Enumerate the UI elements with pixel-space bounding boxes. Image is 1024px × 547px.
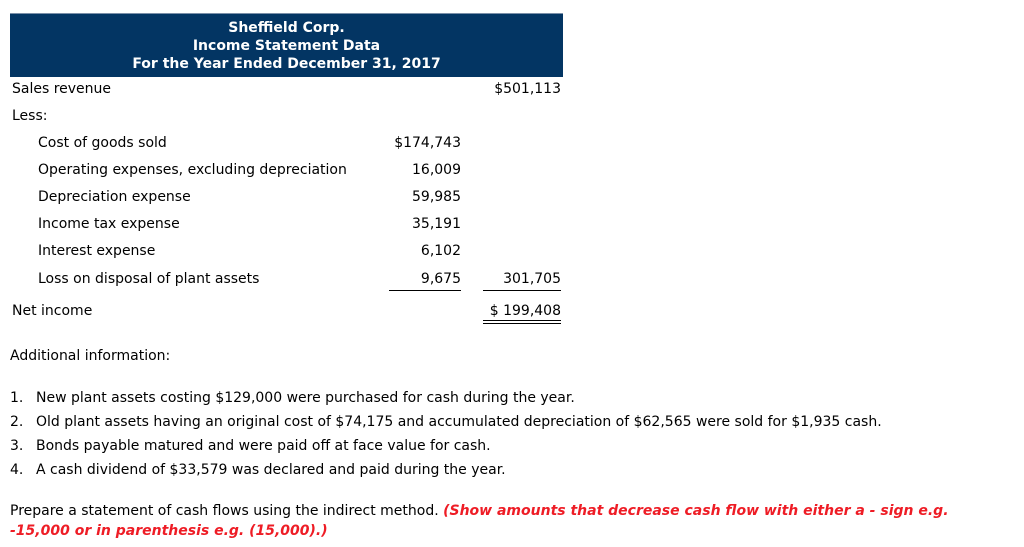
item-text: A cash dividend of $33,579 was declared … [36,462,506,478]
list-item: 1. New plant assets costing $129,000 were… [10,386,882,410]
row-amount: $174,743 [394,135,461,151]
net-income-row: Net income $ 199,408 [10,301,563,321]
expense-row: Depreciation expense 59,985 [10,187,563,207]
statement-header: Sheffield Corp. Income Statement Data Fo… [10,13,563,77]
subtotal-underline [389,290,461,291]
item-number: 2. [10,414,24,430]
sales-revenue-row: Sales revenue $501,113 [10,79,563,99]
additional-info-list: 1. New plant assets costing $129,000 were… [10,386,882,482]
list-item: 2. Old plant assets having an original co… [10,410,882,434]
item-number: 1. [10,390,24,406]
less-row: Less: [10,106,563,126]
total-expenses-amount: 301,705 [503,271,561,287]
list-item: 3. Bonds payable matured and were paid of… [10,434,882,458]
statement-period: For the Year Ended December 31, 2017 [132,56,441,72]
row-label: Operating expenses, excluding depreciati… [38,162,347,178]
item-text: Old plant assets having an original cost… [36,414,882,430]
statement-title: Income Statement Data [192,38,381,54]
list-item: 4. A cash dividend of $33,579 was declare… [10,458,882,482]
row-label: Loss on disposal of plant assets [38,271,260,287]
row-amount: $501,113 [494,81,561,97]
item-number: 4. [10,462,24,478]
item-text: Bonds payable matured and were paid off … [36,438,491,454]
expense-row: Income tax expense 35,191 [10,214,563,234]
instructions-note: (Show amounts that decrease cash flow wi… [10,503,949,539]
additional-info-heading: Additional information: [10,348,171,364]
row-label: Cost of goods sold [38,135,167,151]
row-label: Sales revenue [12,81,112,97]
instructions: Prepare a statement of cash flows using … [10,501,1010,541]
row-amount: 35,191 [412,216,461,232]
income-statement: Sheffield Corp. Income Statement Data Fo… [10,13,563,324]
row-amount: 59,985 [412,189,461,205]
row-label: Net income [12,303,93,319]
company-name: Sheffield Corp. [228,20,345,36]
net-income-double-underline [483,320,561,324]
expense-row: Loss on disposal of plant assets 9,675 3… [10,269,563,289]
expense-row: Interest expense 6,102 [10,241,563,261]
row-label: Income tax expense [38,216,180,232]
row-label: Less: [12,108,48,124]
row-label: Interest expense [38,243,156,259]
row-label: Depreciation expense [38,189,191,205]
expense-row: Cost of goods sold $174,743 [10,133,563,153]
row-amount: 16,009 [412,162,461,178]
item-number: 3. [10,438,24,454]
item-text: New plant assets costing $129,000 were p… [36,390,575,406]
expense-row: Operating expenses, excluding depreciati… [10,160,563,180]
row-amount: 6,102 [420,243,461,259]
row-amount: $ 199,408 [489,303,561,319]
row-amount: 9,675 [420,271,461,287]
instructions-text: Prepare a statement of cash flows using … [10,503,439,519]
total-underline [483,290,561,291]
